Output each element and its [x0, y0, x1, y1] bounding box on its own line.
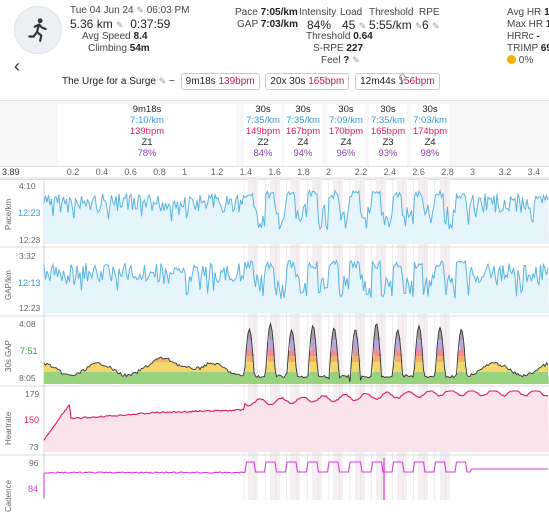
x-axis-tick-label: 1.6	[268, 167, 281, 177]
coin-icon	[507, 55, 516, 64]
trimp: TRIMP 69	[507, 43, 549, 54]
hr-chart-fill	[44, 391, 549, 452]
interval-highlight	[397, 178, 407, 500]
x-axis-tick-label: 2.8	[441, 167, 454, 177]
x-axis-tick-label: 2	[326, 167, 332, 177]
hr-top-label: 179	[25, 389, 40, 399]
load-value[interactable]: 45 ✎	[342, 18, 367, 32]
activity-charts[interactable]	[0, 0, 549, 500]
x-axis-tick-label: 2.4	[383, 167, 397, 177]
interval-card[interactable]: 9m18s 7:10/km 139bpm Z1 78%	[58, 104, 236, 166]
gap-top-label: 3:32	[19, 251, 36, 261]
interval-highlight	[333, 178, 343, 500]
interval-highlight	[270, 178, 280, 500]
interval-highlight	[376, 178, 386, 500]
gap30-zone-band	[44, 362, 549, 372]
gap30-line	[43, 321, 549, 383]
x-axis-tick-label: 0.4	[95, 167, 109, 177]
x-axis-tick-label: 0.2	[66, 167, 80, 177]
interval-highlight	[355, 178, 365, 500]
intensity-value: 84%	[307, 18, 332, 32]
pace-bottom-label: 12:23	[19, 235, 41, 245]
interval-highlight	[248, 178, 258, 500]
hr-bottom-label: 73	[29, 442, 39, 452]
hr-axis-title: Heartrate	[4, 411, 13, 445]
max-hr: Max HR 17	[507, 19, 549, 30]
rpe-label: RPE	[419, 7, 440, 18]
interval-highlight	[290, 178, 300, 500]
pace-top-label: 4:10	[19, 181, 36, 191]
hr-mid-label: 150	[24, 415, 40, 425]
avg-speed: Avg Speed 8.4	[82, 31, 148, 42]
interval-title[interactable]: The Urge for a Surge ✎	[62, 76, 167, 87]
interval-chip-3[interactable]: 12m44s 156bpm	[355, 73, 440, 90]
gap-chart-line	[43, 259, 549, 299]
x-axis-tick-label: 1	[182, 167, 188, 177]
activity-type-avatar[interactable]	[14, 6, 62, 54]
interval-card[interactable]: 30s 7:03/km 174bpm Z4 98%	[411, 104, 449, 166]
srpe: S-RPE 227	[313, 43, 364, 54]
distance-duration: 5.36 km ✎ 0:37:59	[70, 17, 171, 31]
interval-highlight	[312, 178, 322, 500]
x-axis-tick-label: 3	[470, 167, 476, 177]
gap30-top-label: 4:08	[19, 319, 36, 329]
x-axis-tick-label: 1.2	[210, 167, 224, 177]
gap-mid-label: 12:13	[18, 278, 41, 288]
interval-card[interactable]: 30s 7:35/km 167bpm Z4 94%	[284, 104, 322, 166]
hr-chart-line	[43, 390, 549, 441]
x-axis-tick-label: 0.8	[153, 167, 166, 177]
gap-stat: GAP 7:03/km	[237, 19, 298, 30]
gap30-bottom-label: 8:05	[19, 373, 36, 383]
activity-datetime[interactable]: Tue 04 Jun 24 ✎ 06:03 PM	[70, 5, 190, 16]
hrrc: HRRc -	[507, 31, 540, 42]
climbing: Climbing 54m	[88, 43, 150, 54]
interval-card[interactable]: 30s 7:35/km 149bpm Z2 84%	[244, 104, 282, 166]
interval-card[interactable]: 30s 7:09/km 170bpm Z4 96%	[327, 104, 365, 166]
threshold-ratio: Threshold 0.64	[306, 31, 373, 42]
avg-hr: Avg HR 15	[507, 7, 549, 18]
gap30-axis-title: 30s GAP	[4, 339, 13, 372]
intervals-summary: The Urge for a Surge ✎ ~ 9m18s 139bpm 20…	[62, 73, 440, 90]
x-axis-start-label: 3.89	[2, 167, 20, 177]
gap-axis-title: GAP/km	[4, 270, 13, 300]
cadence-chart-line	[43, 461, 548, 498]
x-axis-tick-label: 0.6	[124, 167, 137, 177]
x-axis-tick-label: 2.6	[412, 167, 425, 177]
cad-mid-label: 84	[28, 484, 39, 494]
search-icon[interactable]: ⚲	[398, 72, 407, 86]
cad-top-label: 96	[29, 458, 39, 468]
back-arrow-icon[interactable]: ‹	[14, 56, 20, 76]
gap30-zone-band	[44, 372, 549, 384]
interval-chip-1[interactable]: 9m18s 139bpm	[180, 73, 260, 90]
pace-axis-title: Pace/km	[4, 198, 13, 230]
threshold-pace[interactable]: 5:55/km ✎	[369, 18, 423, 32]
running-person-icon	[28, 18, 47, 42]
pace-stat: Pace 7:05/km	[235, 7, 298, 18]
interval-highlight	[418, 178, 428, 500]
x-axis-tick-label: 2.2	[354, 167, 368, 177]
gap-bottom-label: 12:23	[19, 303, 41, 313]
gap30-zone-band	[246, 350, 466, 356]
load-label: Load	[340, 7, 363, 18]
x-axis-tick-label: 1.4	[239, 167, 253, 177]
interval-card[interactable]: 30s 7:35/km 165bpm Z3 93%	[369, 104, 407, 166]
rpe-value[interactable]: 6 ✎	[422, 18, 440, 32]
gap30-zone-band	[246, 340, 466, 350]
intensity-label: Intensity	[299, 7, 337, 18]
threshold-label: Threshold	[369, 7, 414, 18]
x-axis-tick-label: 3.2	[498, 167, 512, 177]
interval-highlight	[440, 178, 450, 500]
feel[interactable]: Feel ? ✎	[321, 55, 360, 66]
activity-header: ‹ Tue 04 Jun 24 ✎ 06:03 PM 5.36 km ✎ 0:3…	[0, 0, 549, 100]
x-axis-tick-label: 3.4	[527, 167, 541, 177]
coin-stat: 0%	[507, 55, 533, 66]
gap30-mid-label: 7:51	[20, 346, 38, 356]
pace-mid-label: 12:23	[18, 208, 41, 218]
x-axis-tick-label: 1.8	[297, 167, 310, 177]
cad-axis-title: Cadence	[4, 479, 13, 512]
interval-chip-2[interactable]: 20x 30s 165bpm	[265, 73, 350, 90]
pace-chart-line	[43, 188, 549, 231]
